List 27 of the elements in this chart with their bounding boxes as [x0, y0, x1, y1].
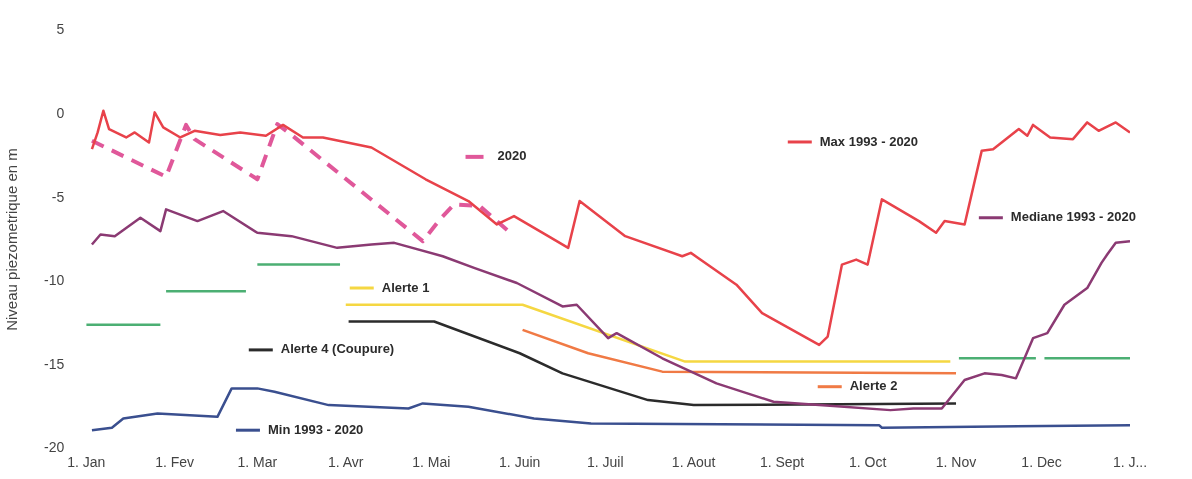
x-tick-label: 1. Dec [1021, 453, 1062, 470]
legend-label: Alerte 2 [849, 378, 898, 394]
x-tick-label: 1. Juin [499, 453, 541, 470]
legend-label: Mediane 1993 - 2020 [1010, 209, 1136, 225]
x-tick-label: 1. Avr [327, 453, 364, 470]
legend-label: Alerte 4 (Coupure) [280, 341, 395, 357]
x-tick-label: 1. Jan [67, 453, 106, 470]
legend-label: Min 1993 - 2020 [267, 421, 364, 437]
x-tick-label: 1. Nov [935, 453, 977, 470]
legend-label: Alerte 1 [381, 279, 430, 295]
y-tick-label: -15 [44, 355, 65, 372]
y-tick-label: -20 [44, 439, 65, 456]
x-tick-label: 1. J... [1112, 453, 1148, 470]
legend-label: 2020 [497, 148, 527, 164]
y-tick-label: -5 [51, 188, 65, 205]
x-tick-label: 1. Mai [412, 453, 451, 470]
x-tick-label: 1. Oct [848, 453, 887, 470]
y-tick-label: -10 [44, 272, 65, 289]
x-tick-label: 1. Juil [586, 453, 624, 470]
x-tick-label: 1. Aout [671, 453, 716, 470]
x-tick-label: 1. Mar [237, 453, 278, 470]
x-tick-label: 1. Sept [759, 453, 805, 470]
y-tick-label: 0 [56, 104, 65, 121]
x-tick-label: 1. Fev [155, 453, 195, 470]
y-tick-label: 5 [56, 21, 65, 38]
legend-label: Max 1993 - 2020 [819, 133, 919, 149]
y-axis-title: Niveau piezometrique en m [3, 148, 21, 331]
